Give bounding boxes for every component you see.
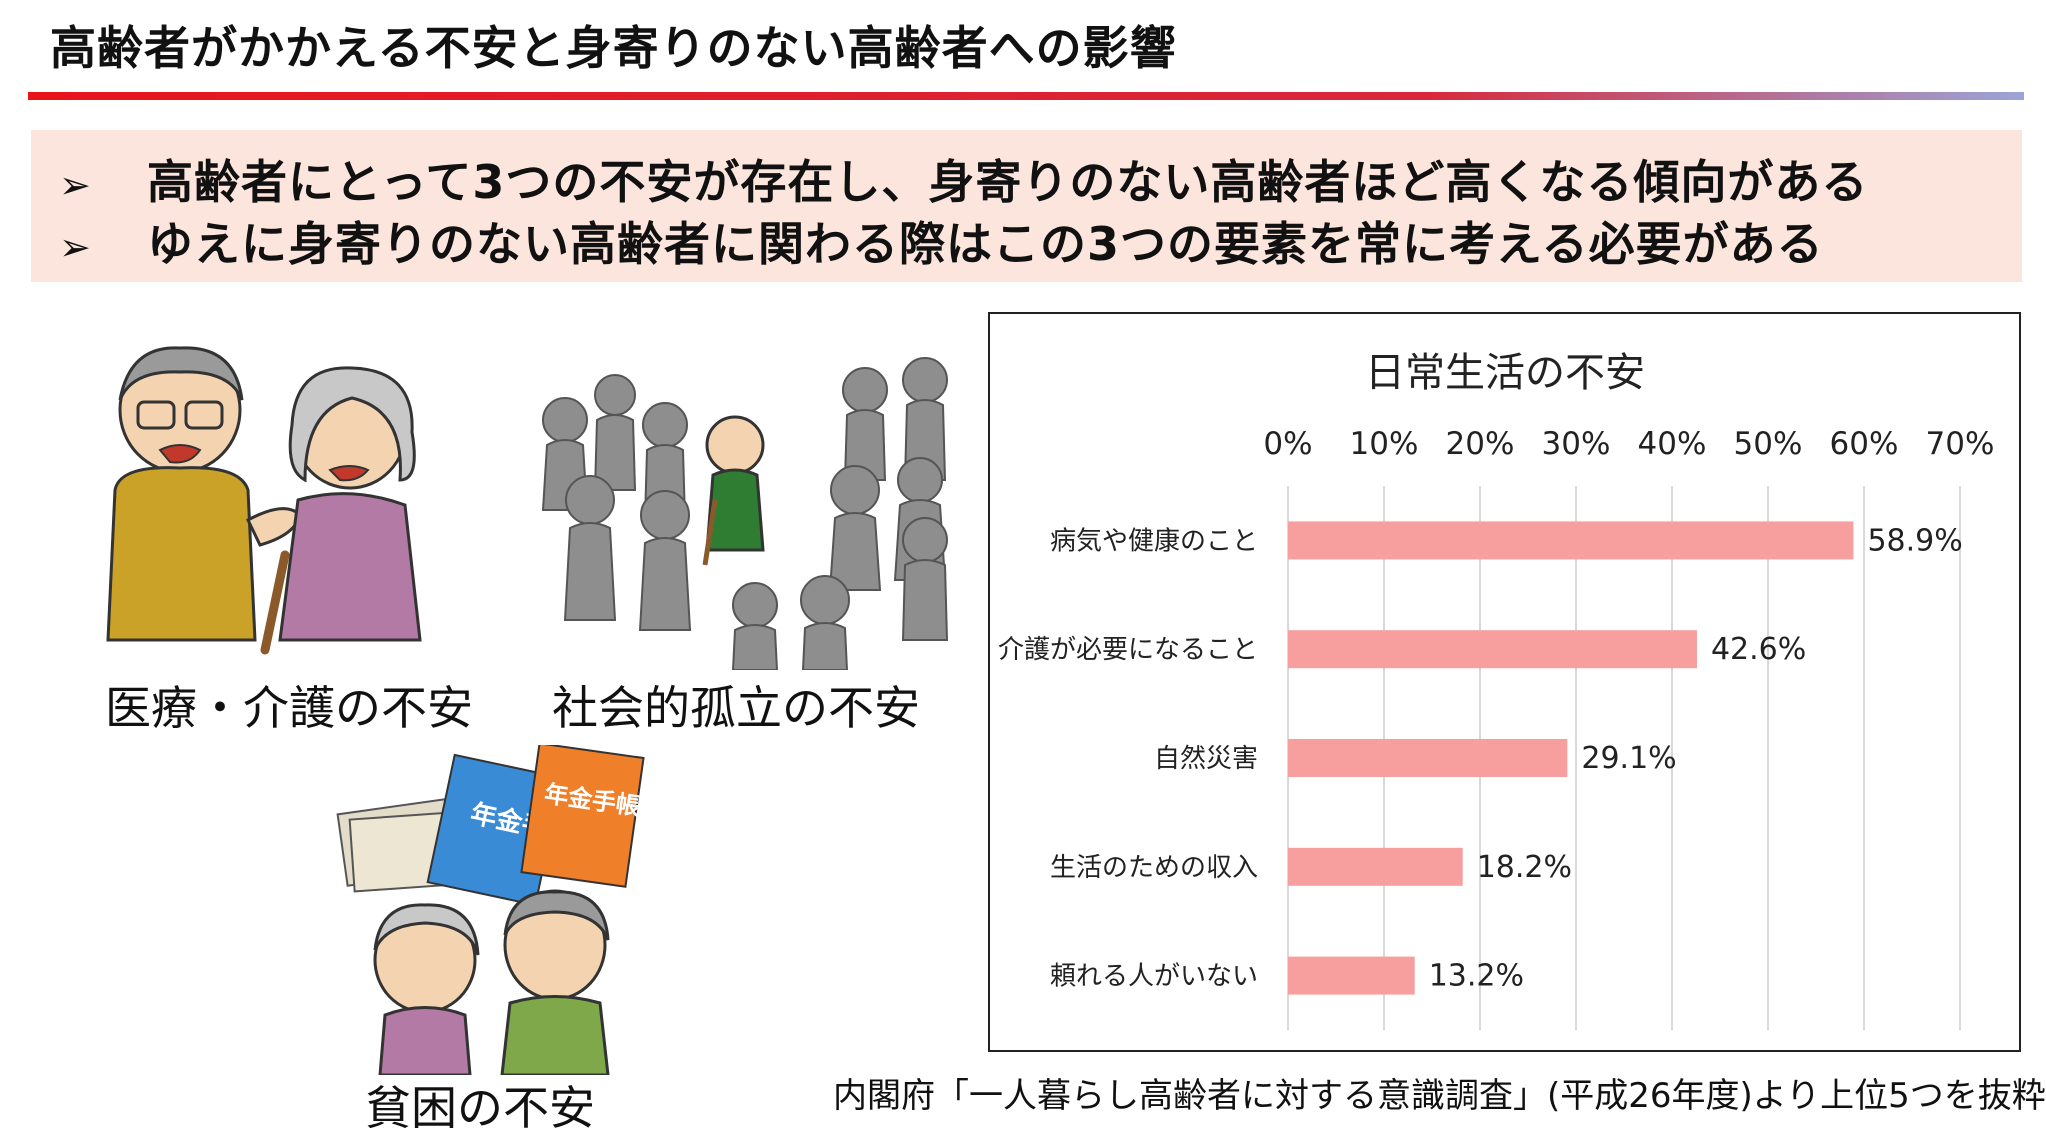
summary-text-2: ゆえに身寄りのない高齢者に関わる際はこの3つの要素を常に考える必要がある [147, 217, 1824, 271]
category-label: 生活のための収入 [1050, 853, 1258, 883]
bar [1288, 630, 1697, 669]
category-label: 介護が必要になること [998, 635, 1258, 665]
summary-text-1: 高齢者にとって3つの不安が存在し、身寄りのない高齢者ほど高くなる傾向がある [147, 155, 1869, 209]
x-tick-label: 0% [1263, 426, 1312, 462]
bar-chart: 日常生活の不安 0% 10% 20% 30% 40% 50% 60% 70% 病気や健康のこと 58… [998, 350, 1995, 1030]
bar [1288, 521, 1854, 560]
bullet-arrow-icon: ➢ [59, 163, 92, 207]
x-tick-label: 50% [1734, 426, 1803, 462]
chart-frame: 日常生活の不安 0% 10% 20% 30% 40% 50% 60% 70% 病気や健康のこと 58… [988, 312, 2021, 1052]
social-isolation-illustration [541, 357, 949, 670]
title-underline [28, 92, 2024, 100]
category-label: 病気や健康のこと [1050, 526, 1258, 556]
data-label: 29.1% [1581, 741, 1676, 776]
data-label: 18.2% [1477, 850, 1572, 885]
chart-title: 日常生活の不安 [1365, 350, 1645, 396]
poverty-illustration: 年金手帳 年金手帳 [336, 745, 645, 1075]
bar [1288, 956, 1415, 995]
bullet-arrow-icon: ➢ [59, 225, 92, 269]
bar [1288, 739, 1568, 777]
data-label: 13.2% [1429, 959, 1524, 994]
poverty-label: 貧困の不安 [365, 1081, 595, 1135]
bar [1288, 847, 1463, 886]
medical-care-label: 医療・介護の不安 [105, 681, 473, 735]
category-label: 頼れる人がいない [1050, 962, 1258, 992]
summary-line-2: ➢ ゆえに身寄りのない高齢者に関わる際はこの3つの要素を常に考える必要がある [59, 208, 1824, 274]
summary-line-1: ➢ 高齢者にとって3つの不安が存在し、身寄りのない高齢者ほど高くなる傾向がある [59, 146, 1868, 212]
x-tick-label: 40% [1638, 426, 1707, 462]
x-tick-label: 30% [1542, 426, 1611, 462]
summary-box: ➢ 高齢者にとって3つの不安が存在し、身寄りのない高齢者ほど高くなる傾向がある ➢… [31, 130, 2022, 282]
source-note: 内閣府「一人暮らし高齢者に対する意識調査」(平成26年度)より上位5つを抜粋 [833, 1076, 2046, 1116]
x-tick-label: 70% [1926, 426, 1995, 462]
data-label: 42.6% [1711, 632, 1806, 667]
x-tick-label: 20% [1446, 426, 1515, 462]
x-tick-label: 60% [1830, 426, 1899, 462]
x-tick-label: 10% [1350, 426, 1419, 462]
page-title: 高齢者がかかえる不安と身寄りのない高齢者への影響 [50, 21, 1177, 75]
elderly-couple-illustration [106, 346, 422, 655]
category-label: 自然災害 [1154, 744, 1258, 774]
data-label: 58.9% [1867, 523, 1962, 558]
social-isolation-label: 社会的孤立の不安 [552, 681, 920, 735]
